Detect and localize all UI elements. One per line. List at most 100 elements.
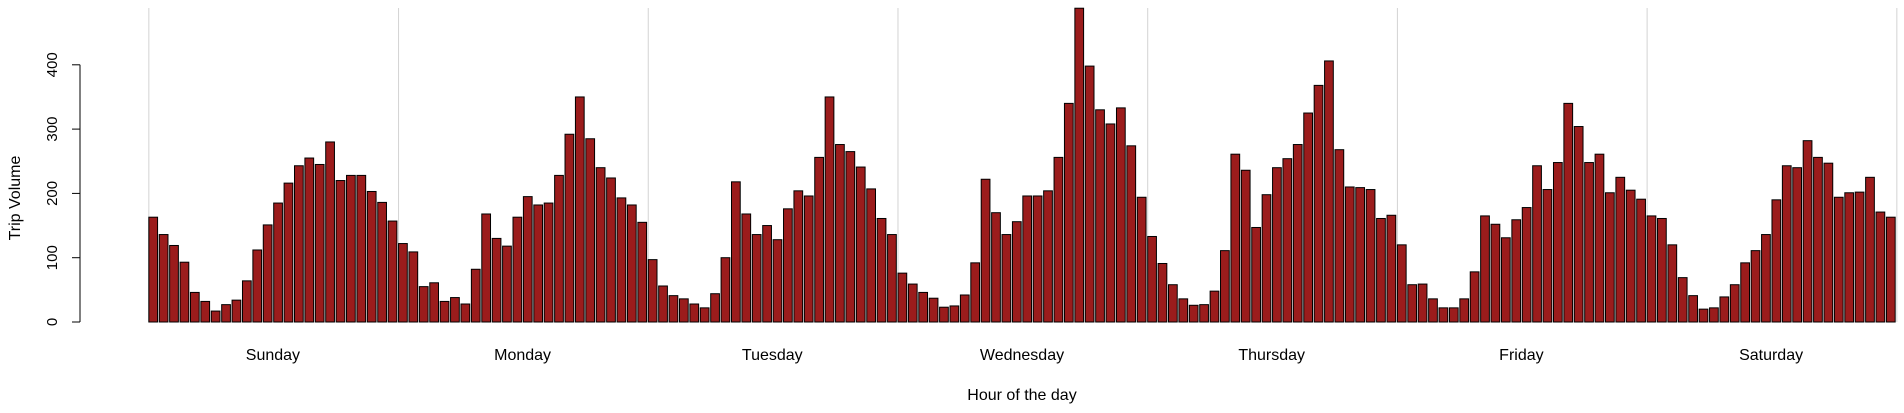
bar: [783, 208, 793, 323]
bar: [314, 163, 325, 323]
bar: [1636, 198, 1646, 323]
bar: [1677, 277, 1688, 323]
bar: [335, 180, 346, 323]
bar: [1261, 194, 1272, 323]
bar: [970, 262, 981, 323]
bar: [1001, 234, 1012, 323]
day-label: Saturday: [1739, 347, 1803, 364]
bar: [1334, 149, 1345, 323]
bar: [658, 285, 668, 323]
bar: [231, 299, 242, 323]
bar: [959, 294, 970, 323]
bar: [325, 141, 335, 323]
bar: [200, 300, 211, 323]
bar: [1532, 165, 1542, 323]
bar: [751, 234, 762, 323]
day-separators: [148, 8, 1898, 322]
bar: [1521, 207, 1532, 323]
bar: [1199, 304, 1209, 323]
bar: [1376, 217, 1386, 323]
bar: [1802, 140, 1813, 323]
bar: [1771, 199, 1782, 323]
bar: [1344, 186, 1355, 323]
bar: [1417, 283, 1428, 323]
bar: [429, 282, 440, 323]
bar: [939, 306, 949, 323]
bar: [814, 156, 824, 323]
day-label: Sunday: [246, 347, 300, 364]
bar: [1292, 144, 1303, 323]
bar: [283, 182, 294, 323]
bar: [991, 212, 1001, 323]
y-axis-title: Trip Volume: [7, 156, 24, 241]
bar: [772, 239, 783, 323]
bar: [304, 157, 315, 323]
bar: [189, 291, 200, 323]
bar: [1709, 307, 1719, 323]
y-tick-label: 200: [44, 181, 61, 206]
bar: [1625, 189, 1636, 323]
bar: [1719, 296, 1730, 323]
bar: [1095, 109, 1105, 323]
bar: [1594, 153, 1605, 323]
bar: [1126, 145, 1137, 323]
bar: [793, 190, 804, 323]
bar: [1209, 290, 1220, 323]
bar: [1563, 102, 1574, 323]
bar: [491, 237, 502, 323]
bar: [1729, 284, 1740, 323]
bar: [366, 190, 377, 323]
bar: [1396, 244, 1407, 323]
bar: [1833, 196, 1844, 323]
bar: [481, 213, 492, 323]
bar: [741, 213, 752, 323]
bar: [876, 217, 887, 323]
bar: [158, 234, 169, 323]
bar: [1500, 237, 1511, 323]
bar: [1115, 107, 1126, 323]
bar: [1011, 221, 1022, 323]
bars: [148, 7, 1896, 323]
bar: [1813, 156, 1823, 323]
bar: [169, 244, 179, 323]
y-tick-label: 100: [44, 245, 61, 270]
bar: [252, 249, 263, 323]
bar: [1386, 214, 1397, 323]
bar: [1646, 215, 1657, 323]
bar: [1885, 216, 1896, 323]
bar: [1303, 112, 1314, 323]
bar: [1750, 250, 1761, 323]
bar: [554, 174, 564, 323]
bar: [606, 177, 616, 323]
bar: [1761, 234, 1771, 323]
bar: [1022, 195, 1033, 323]
bar: [866, 188, 877, 323]
bar: [1615, 176, 1626, 323]
bar: [762, 225, 772, 323]
bar: [574, 96, 585, 323]
bar: [907, 283, 918, 323]
bar: [1136, 196, 1147, 323]
bar: [720, 257, 731, 323]
bar: [1865, 176, 1875, 323]
bar: [1657, 217, 1667, 323]
bar: [512, 216, 523, 323]
bar: [522, 196, 533, 323]
bar: [835, 144, 845, 323]
bar: [439, 300, 450, 323]
bar: [626, 204, 637, 323]
bar: [1282, 158, 1293, 323]
bar: [1584, 162, 1594, 323]
bar: [241, 280, 252, 323]
bar: [179, 261, 190, 323]
day-label: Tuesday: [742, 347, 803, 364]
bar: [699, 307, 710, 323]
bar: [1032, 195, 1043, 323]
bar: [1667, 244, 1678, 323]
bar: [1875, 211, 1886, 323]
day-label: Wednesday: [980, 347, 1064, 364]
bar: [647, 259, 658, 323]
bar: [731, 181, 741, 323]
bar: [595, 167, 606, 323]
